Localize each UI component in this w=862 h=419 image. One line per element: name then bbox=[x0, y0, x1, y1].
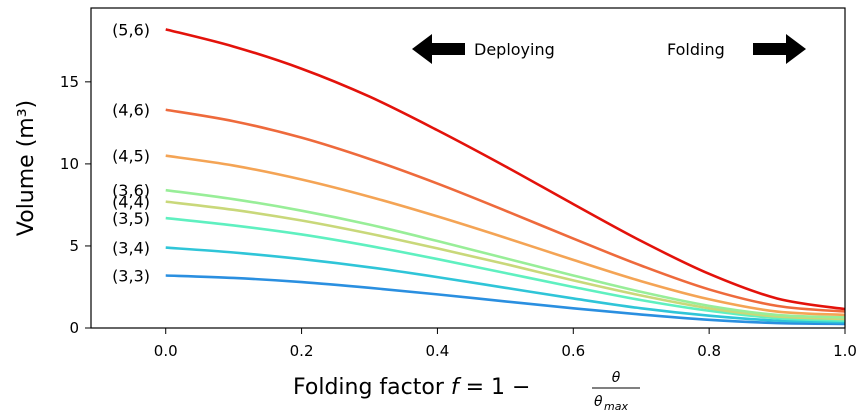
axes-frame bbox=[90, 7, 846, 329]
x-axis-label: Folding factor f = 1 − θ θ max bbox=[293, 370, 640, 413]
series-label: (3,5) bbox=[112, 209, 150, 228]
x-tick-label: 0.2 bbox=[290, 342, 314, 360]
x-tick-label: 0.6 bbox=[561, 342, 585, 360]
deploying-arrow-icon bbox=[412, 34, 465, 64]
series-line bbox=[165, 154, 846, 317]
y-tick-label: 15 bbox=[60, 73, 79, 91]
annotations: Deploying Folding bbox=[412, 34, 806, 64]
series-label: (5,6) bbox=[112, 20, 150, 39]
x-axis-label-var: f bbox=[451, 375, 462, 400]
y-tick-label: 10 bbox=[60, 155, 79, 173]
series-label: (4,6) bbox=[112, 101, 150, 120]
x-axis-ticks: 0.0 0.2 0.4 0.6 0.8 1.0 bbox=[154, 328, 857, 360]
series-line bbox=[165, 108, 846, 313]
x-axis-label-numerator: θ bbox=[612, 370, 621, 386]
series-label: (3,4) bbox=[112, 239, 150, 258]
series-label: (4,4) bbox=[112, 193, 150, 212]
series-lines bbox=[165, 28, 846, 326]
x-tick-label: 0.0 bbox=[154, 342, 178, 360]
series-line bbox=[165, 200, 846, 321]
svg-text:Folding factor f = 1 −: Folding factor f = 1 − bbox=[293, 375, 530, 400]
series-label: (3,3) bbox=[112, 266, 150, 285]
deploying-label: Deploying bbox=[474, 40, 555, 59]
series-labels: (3,3) (3,4) (3,5)(4,4)(3,6) (4,5) (4,6) (5,6) bbox=[112, 20, 150, 285]
y-tick-label: 5 bbox=[69, 237, 79, 255]
series-label: (3,6) bbox=[112, 181, 150, 200]
series-label: (4,5) bbox=[112, 147, 150, 166]
series-line bbox=[165, 246, 846, 324]
x-axis-label-eq: = 1 − bbox=[459, 375, 531, 400]
x-tick-label: 0.8 bbox=[697, 342, 721, 360]
folding-label: Folding bbox=[667, 40, 725, 59]
y-tick-label: 0 bbox=[69, 319, 79, 337]
x-tick-label: 1.0 bbox=[833, 342, 857, 360]
x-axis-label-denominator: θ bbox=[594, 394, 603, 410]
series-line bbox=[165, 28, 846, 311]
x-tick-label: 0.4 bbox=[426, 342, 450, 360]
y-axis-label: Volume (m³) bbox=[14, 100, 39, 236]
x-axis-label-prefix: Folding factor bbox=[293, 375, 451, 400]
y-axis-ticks: 0 5 10 15 bbox=[60, 73, 91, 337]
x-axis-label-denominator-sub: max bbox=[604, 400, 628, 413]
series-line bbox=[165, 274, 846, 326]
folding-arrow-icon bbox=[753, 34, 806, 64]
series-line bbox=[165, 216, 846, 322]
series-line bbox=[165, 188, 846, 319]
